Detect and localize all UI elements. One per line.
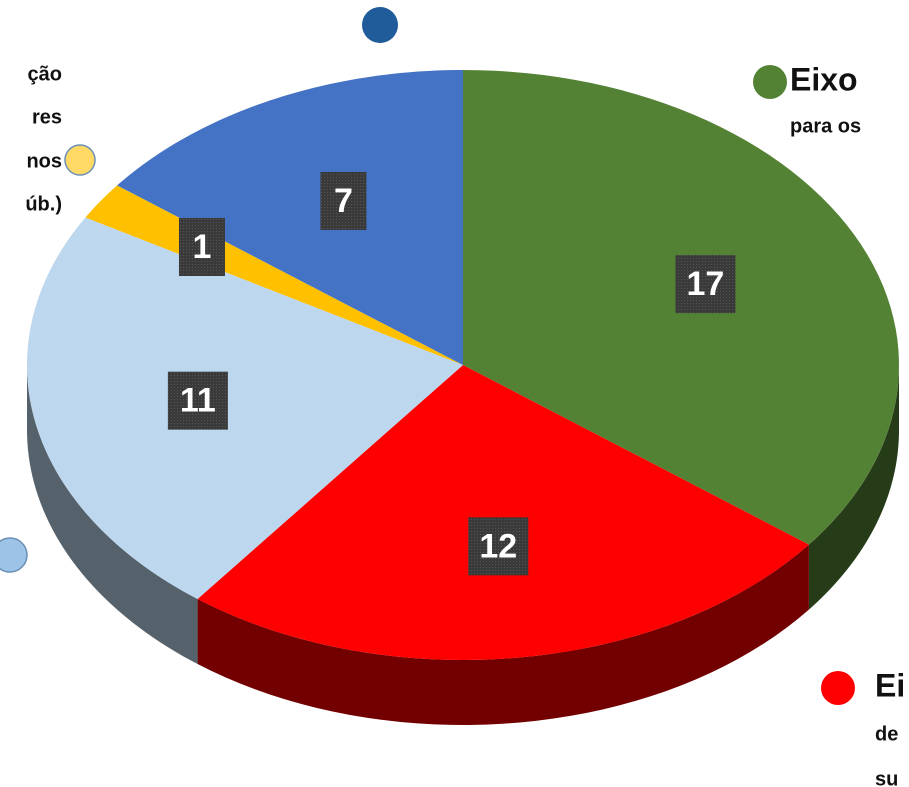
data-label-box bbox=[468, 517, 529, 576]
pie-sides bbox=[27, 365, 899, 725]
legend-label: Ei bbox=[875, 667, 905, 703]
data-label: 1 bbox=[193, 228, 212, 266]
data-label: 7 bbox=[334, 182, 353, 220]
slice bbox=[117, 70, 463, 365]
legend-marker bbox=[64, 144, 96, 176]
data-label: 12 bbox=[479, 527, 517, 565]
legend-marker bbox=[821, 671, 855, 705]
pie-tops bbox=[27, 70, 899, 660]
legend-label: úb.) bbox=[25, 193, 62, 215]
legend-marker bbox=[753, 65, 787, 99]
legend-label: res bbox=[32, 106, 62, 128]
legend-label: Eixo bbox=[790, 61, 858, 97]
data-label-box bbox=[320, 171, 367, 230]
slice bbox=[197, 365, 809, 660]
data-label: 17 bbox=[687, 265, 725, 303]
legend-label: de bbox=[875, 723, 898, 745]
legend-label: para os bbox=[790, 115, 861, 137]
data-label: 11 bbox=[180, 382, 216, 420]
legend-label: ção bbox=[28, 63, 62, 85]
data-label-box bbox=[167, 371, 228, 430]
legend-marker bbox=[0, 537, 28, 573]
slice-side bbox=[197, 544, 809, 725]
legend-marker bbox=[362, 7, 398, 43]
legend-label: nos bbox=[26, 150, 62, 172]
slice bbox=[27, 217, 463, 600]
data-label-box bbox=[178, 217, 225, 276]
slice-side bbox=[27, 365, 198, 665]
slice-side bbox=[808, 365, 899, 610]
data-label-box bbox=[675, 255, 736, 314]
legend-label: su bbox=[875, 768, 898, 787]
